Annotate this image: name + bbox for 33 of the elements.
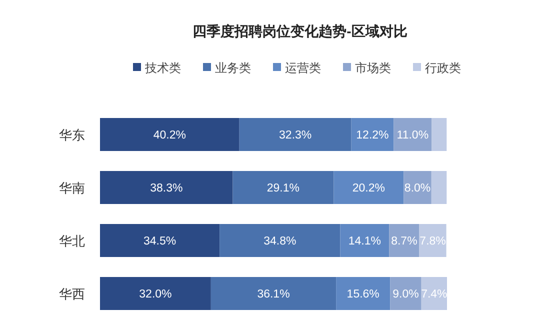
data-label: 32.0% <box>139 288 172 300</box>
legend-label: 技术类 <box>144 61 181 75</box>
legend-label: 运营类 <box>285 61 321 75</box>
data-label: 8.7% <box>391 236 418 248</box>
chart-title: 四季度招聘岗位变化趋势-区域对比 <box>192 23 408 39</box>
legend-item: 市场类 <box>343 61 391 75</box>
data-label: 9.0% <box>392 288 419 300</box>
legend-item: 技术类 <box>133 61 181 75</box>
data-label: 11.0% <box>396 130 429 142</box>
y-tick-label: 华西 <box>59 286 85 302</box>
data-label: 12.2% <box>356 130 389 142</box>
legend-label: 业务类 <box>215 61 251 75</box>
data-label: 34.8% <box>264 236 296 248</box>
data-label: 40.2% <box>153 130 186 142</box>
data-label: 38.3% <box>150 182 183 194</box>
y-tick-label: 华北 <box>59 234 85 248</box>
data-label: 7.8% <box>420 236 446 248</box>
data-label: 36.1% <box>257 288 290 300</box>
data-label: 29.1% <box>266 182 300 194</box>
data-label: 15.6% <box>346 288 380 300</box>
legend-item: 行政类 <box>413 61 461 75</box>
legend-item: 业务类 <box>203 61 251 75</box>
data-label: 34.5% <box>143 236 176 248</box>
legend-label: 市场类 <box>355 61 391 75</box>
data-label: 14.1% <box>348 236 381 248</box>
data-label: 20.2% <box>352 182 385 194</box>
legend-label: 行政类 <box>425 61 461 75</box>
legend-item: 运营类 <box>273 61 321 75</box>
y-tick-label: 华东 <box>59 128 85 142</box>
data-label: 8.0% <box>404 182 431 194</box>
data-label: 32.3% <box>279 130 312 142</box>
y-tick-label: 华南 <box>59 180 85 196</box>
data-label: 7.4% <box>421 288 448 300</box>
